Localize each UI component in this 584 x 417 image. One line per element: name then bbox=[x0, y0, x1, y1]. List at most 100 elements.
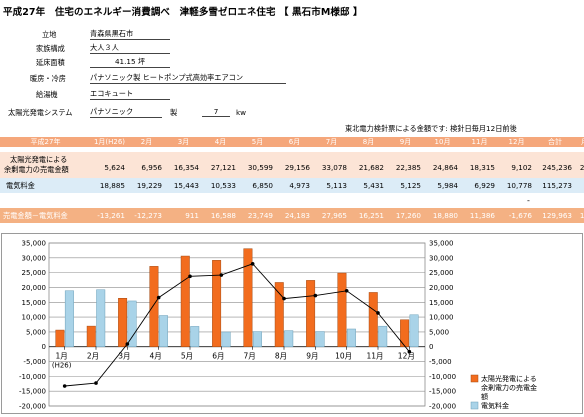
bar-electricity-cost bbox=[252, 331, 262, 347]
table-cell: 911 bbox=[185, 211, 199, 220]
net-balance-point bbox=[188, 274, 192, 279]
table-row: 電気料金 18,885 19,229 15,443 10,533 6,850 4,973 5,… bbox=[0, 178, 584, 193]
table-header-row: 平成27年 1月(H26) 2月 3月 4月 5月 6月 7月 8月 9月 10月 11月 12月 合計 月… bbox=[0, 137, 584, 147]
y-tick-label-right: 10,000 bbox=[429, 314, 454, 322]
x-tick-label: 8月 bbox=[275, 352, 287, 361]
table-header-cell: 合計 bbox=[548, 138, 562, 146]
y-tick-label-right: -20,000 bbox=[429, 403, 456, 411]
y-tick-label-left: 35,000 bbox=[22, 240, 47, 248]
bar-surplus-sales bbox=[400, 319, 410, 347]
table-cell: -12,273 bbox=[134, 211, 162, 220]
bar-electricity-cost bbox=[190, 326, 200, 347]
legend-swatch-surplus bbox=[470, 374, 479, 383]
bar-surplus-sales bbox=[55, 329, 65, 347]
y-tick-label-right: -5,000 bbox=[429, 358, 452, 366]
x-tick-label: 4月 bbox=[150, 352, 162, 361]
net-balance-point bbox=[313, 293, 318, 298]
hotwater-label: 給湯機 bbox=[36, 90, 58, 99]
y-tick-label-left: 20,000 bbox=[22, 284, 47, 292]
table-cell: 15,443 bbox=[173, 181, 199, 190]
legend-label: 電気料金 bbox=[481, 401, 509, 410]
table-cell: 29,156 bbox=[284, 163, 310, 172]
table-header-cell: 10月 bbox=[434, 138, 451, 146]
x-tick-label: 1月 bbox=[56, 352, 68, 361]
x-tick-label: 10月 bbox=[335, 352, 352, 361]
table-cell: 129,963 bbox=[542, 211, 572, 220]
bar-surplus-sales bbox=[149, 266, 159, 347]
net-balance-point bbox=[344, 288, 349, 293]
table-cell: 4,973 bbox=[289, 181, 310, 190]
bar-electricity-cost bbox=[284, 330, 294, 347]
x-tick-label: 11月 bbox=[366, 352, 383, 361]
plot-area bbox=[48, 242, 426, 407]
table-header-year: 平成27年 bbox=[30, 138, 61, 146]
table-cell: 33,078 bbox=[321, 163, 347, 172]
bar-electricity-cost bbox=[127, 300, 137, 347]
table-cell: 30,599 bbox=[247, 163, 273, 172]
table-cell: 5,431 bbox=[363, 181, 384, 190]
chart-area: -20,000 -20,000 -15,000 -15,000 -10,000 -10,0… bbox=[1, 233, 583, 414]
y-tick-label-right: -10,000 bbox=[429, 373, 456, 381]
table-header-cell: 6月 bbox=[288, 138, 301, 146]
bar-surplus-sales bbox=[274, 282, 284, 347]
table-row: 売電金額－電気料金 -13,261 -12,273 911 16,588 23,749 24… bbox=[0, 208, 584, 223]
family-label: 家族構成 bbox=[36, 44, 65, 53]
table-cell: 21,682 bbox=[358, 163, 384, 172]
table-header-cell: 3月 bbox=[177, 138, 190, 146]
net-balance-point bbox=[282, 296, 286, 301]
total-dash: - bbox=[527, 196, 530, 205]
table-cell: 24,864 bbox=[432, 163, 458, 172]
bar-surplus-sales bbox=[243, 248, 253, 347]
y-tick-label-left: 0 bbox=[42, 343, 46, 351]
net-balance-point bbox=[125, 342, 130, 346]
bar-surplus-sales bbox=[337, 272, 347, 347]
table-header-cell: 8月 bbox=[362, 138, 375, 146]
net-balance-point bbox=[407, 349, 412, 354]
legend-label: 太陽光発電による bbox=[481, 374, 537, 383]
x-tick-label: 6月 bbox=[212, 352, 224, 361]
y-tick-label-left: 30,000 bbox=[22, 254, 47, 262]
floor-area-value: 41.15 坪 bbox=[90, 57, 170, 68]
bar-surplus-sales bbox=[118, 298, 128, 347]
table-row: 太陽光発電による 余剰電力の売電金額 5,624 6,956 16,354 27,121 3… bbox=[0, 152, 584, 178]
table-cell: 16,354 bbox=[173, 163, 199, 172]
net-balance-line bbox=[64, 263, 410, 387]
pv-maker-value: パナソニック bbox=[90, 107, 162, 118]
table-header-cell: 5月 bbox=[251, 138, 264, 146]
legend-swatch-cost bbox=[470, 401, 479, 410]
y-tick-label-right: 25,000 bbox=[429, 269, 454, 277]
row-label: 電気料金 bbox=[6, 181, 35, 190]
x-tick-label: 7月 bbox=[244, 352, 256, 361]
heating-label: 暖房・冷房 bbox=[30, 74, 66, 83]
bar-electricity-cost bbox=[96, 289, 106, 347]
bar-electricity-cost bbox=[158, 315, 168, 347]
table-cell: 16,251 bbox=[358, 211, 384, 220]
pv-maker-suffix: 製 bbox=[170, 108, 178, 117]
table-cell: 17,260 bbox=[395, 211, 421, 220]
table-cell: 27,965 bbox=[321, 211, 347, 220]
x-tick-label: 3月 bbox=[118, 352, 130, 361]
pv-capacity-value: 7 bbox=[202, 107, 230, 117]
net-balance-point bbox=[62, 384, 67, 388]
table-cell: 5,113 bbox=[326, 181, 347, 190]
table-cell: 6,956 bbox=[141, 163, 162, 172]
table-cell: -1,676 bbox=[508, 211, 532, 220]
bar-surplus-sales bbox=[368, 292, 378, 347]
meter-note: 東北電力検針票による金額です: 検針日毎月12日前後 bbox=[345, 124, 517, 133]
table-cell: 9,606 bbox=[575, 178, 584, 193]
table-header-cell: 4月 bbox=[214, 138, 227, 146]
floor-area-label: 延床面積 bbox=[36, 58, 65, 67]
y-tick-label-left: 25,000 bbox=[22, 269, 47, 277]
table-cell: 5,125 bbox=[400, 181, 421, 190]
location-value: 青森県黒石市 bbox=[90, 29, 170, 40]
bar-surplus-sales bbox=[212, 260, 222, 347]
table-cell: 22,385 bbox=[395, 163, 421, 172]
net-balance-point bbox=[219, 273, 224, 277]
table-header-cell: 7月 bbox=[325, 138, 338, 146]
y-tick-label-right: -15,000 bbox=[429, 388, 456, 396]
y-tick-label-right: 15,000 bbox=[429, 299, 454, 307]
bar-electricity-cost bbox=[64, 290, 74, 347]
table-cell: 10,830 bbox=[579, 211, 584, 220]
table-header-cell: 9月 bbox=[399, 138, 412, 146]
x-tick-label: 12月 bbox=[398, 352, 415, 361]
